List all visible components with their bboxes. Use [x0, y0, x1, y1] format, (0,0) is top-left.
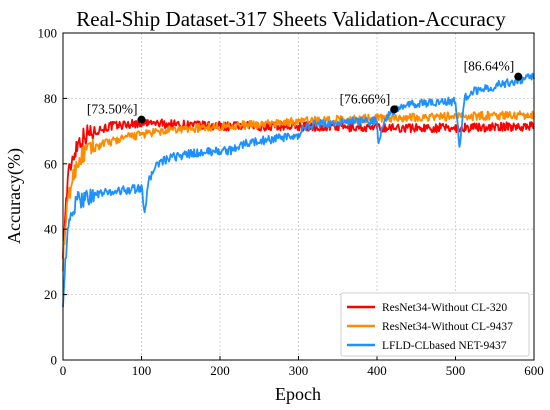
y-tick-label: 80: [44, 91, 57, 106]
x-tick-label: 200: [210, 363, 230, 378]
annotation-label: [76.66%]: [340, 91, 391, 106]
x-tick-label: 600: [524, 363, 544, 378]
axis-ticks: 0 100 200 300 400 500 600 0 20 40 60 80 100: [38, 26, 544, 379]
x-axis-label: Epoch: [275, 384, 321, 404]
annotation-label: [86.64%]: [464, 59, 515, 74]
annotation-label: [73.50%]: [87, 102, 138, 117]
legend-entry: ResNet34-Without CL-9437: [382, 321, 513, 333]
series-line-2: [62, 110, 535, 272]
x-tick-label: 400: [367, 363, 387, 378]
legend: ResNet34-Without CL-320 ResNet34-Without …: [340, 292, 530, 357]
y-tick-label: 0: [51, 353, 58, 368]
legend-entry: LFLD-CLbased NET-9437: [382, 340, 507, 352]
x-tick-label: 0: [60, 363, 67, 378]
series-line-3: [62, 72, 535, 308]
y-axis-label: Accuracy(%): [4, 148, 25, 244]
annotation-marker: [514, 72, 523, 81]
y-tick-label: 60: [44, 156, 57, 171]
legend-entry: ResNet34-Without CL-320: [382, 302, 507, 314]
x-tick-label: 100: [132, 363, 152, 378]
annotation-marker: [137, 115, 146, 124]
x-tick-label: 500: [446, 363, 466, 378]
annotation-marker: [390, 105, 399, 114]
legend-box: [340, 292, 530, 357]
y-tick-label: 100: [38, 26, 58, 41]
series-layer: [62, 72, 535, 308]
y-tick-label: 40: [44, 222, 57, 237]
x-tick-label: 300: [289, 363, 309, 378]
y-tick-label: 20: [44, 287, 57, 302]
chart-title: Real-Ship Dataset-317 Sheets Validation-…: [76, 7, 506, 31]
series-line-1: [62, 118, 535, 259]
annotations: [73.50%] [76.66%] [86.64%]: [87, 59, 523, 124]
